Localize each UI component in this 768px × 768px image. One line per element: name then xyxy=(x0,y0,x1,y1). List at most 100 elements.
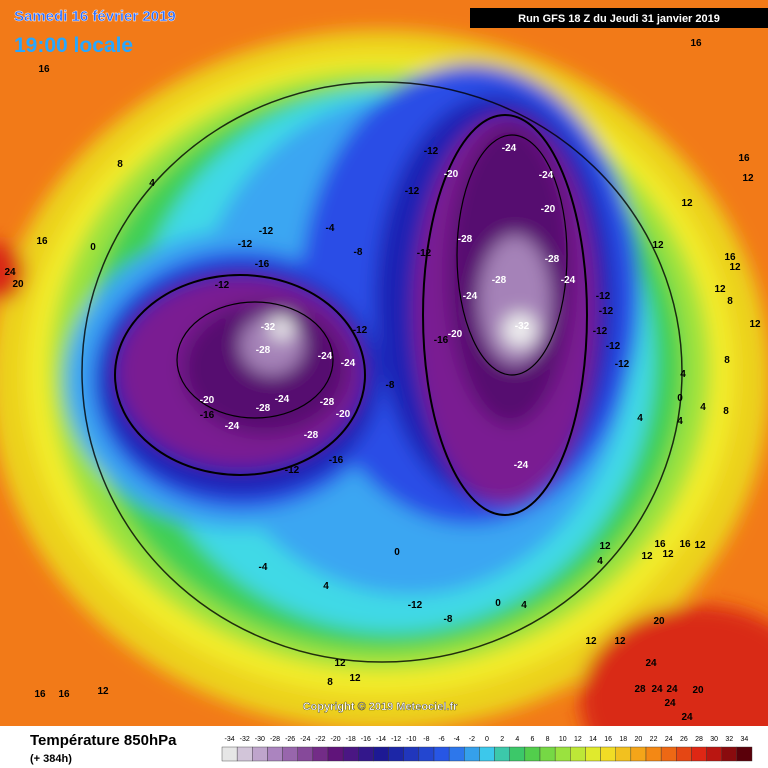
contour-label: -20 xyxy=(541,204,556,215)
temperature-field xyxy=(0,30,768,726)
contour-label: 8 xyxy=(727,296,733,307)
contour-label: 8 xyxy=(117,159,123,170)
contour-label: 24 xyxy=(4,267,16,278)
contour-label: -24 xyxy=(275,394,290,405)
scale-label: 18 xyxy=(619,736,627,743)
contour-label: 16 xyxy=(690,38,702,49)
contour-label: 24 xyxy=(666,684,678,695)
contour-label: 4 xyxy=(637,413,643,424)
contour-label: -12 xyxy=(285,465,300,476)
forecast-date: Samedi 16 février 2019 xyxy=(14,8,176,25)
contour-label: 24 xyxy=(681,712,693,723)
scale-swatch xyxy=(600,746,616,762)
contour-label: -20 xyxy=(448,329,463,340)
scale-swatch xyxy=(433,746,450,762)
scale-label: -26 xyxy=(285,736,295,743)
scale-swatch xyxy=(706,746,722,762)
contour-label: 16 xyxy=(654,539,666,550)
scale-swatch xyxy=(721,746,738,762)
contour-label: 16 xyxy=(724,252,736,263)
contour-label: -32 xyxy=(261,322,276,333)
scale-swatch xyxy=(252,746,268,762)
contour-label: 24 xyxy=(645,658,657,669)
contour-label: -8 xyxy=(386,380,395,391)
forecast-time: 19:00 locale xyxy=(14,34,133,57)
scale-swatch xyxy=(645,746,662,762)
contour-label: 4 xyxy=(597,556,603,567)
scale-label: 34 xyxy=(741,736,749,743)
contour-label: 12 xyxy=(97,686,109,697)
contour-label: -24 xyxy=(561,275,576,286)
contour-label: -24 xyxy=(225,421,240,432)
scale-swatch xyxy=(358,746,374,762)
scale-label: -12 xyxy=(391,736,401,743)
contour-label: -28 xyxy=(492,275,507,286)
scale-swatch xyxy=(236,746,253,762)
contour-label: -24 xyxy=(514,460,529,471)
scale-label: 0 xyxy=(485,736,489,743)
scale-swatch xyxy=(464,746,480,762)
scale-swatch xyxy=(327,746,344,762)
contour-label: -28 xyxy=(320,397,335,408)
run-box xyxy=(470,8,768,28)
scale-swatch xyxy=(267,746,283,762)
temperature-zone xyxy=(270,316,294,340)
contour-label: -20 xyxy=(336,409,351,420)
scale-swatch xyxy=(297,746,314,762)
scale-label: 2 xyxy=(500,736,504,743)
contour-label: -12 xyxy=(596,291,611,302)
temperature-zone xyxy=(0,242,25,302)
contour-label: -24 xyxy=(318,351,333,362)
scale-label: -20 xyxy=(331,736,341,743)
contour-label: 0 xyxy=(677,393,683,404)
scale-label: 28 xyxy=(695,736,703,743)
contour-label: -28 xyxy=(256,345,271,356)
contour-label: 12 xyxy=(334,658,346,669)
contour-label: 12 xyxy=(714,284,726,295)
footer-lead: (+ 384h) xyxy=(30,753,72,765)
contour-label: -12 xyxy=(606,341,621,352)
contour-label: -24 xyxy=(341,358,356,369)
scale-swatch xyxy=(539,746,556,762)
scale-swatch xyxy=(479,746,495,762)
contour-label: 12 xyxy=(652,240,664,251)
scale-swatch xyxy=(342,746,359,762)
scale-label: 12 xyxy=(574,736,582,743)
contour-label: -12 xyxy=(259,226,274,237)
contour-label: -16 xyxy=(255,259,270,270)
contour-label: 12 xyxy=(729,262,741,273)
scale-swatch xyxy=(494,746,510,762)
scale-label: 20 xyxy=(635,736,643,743)
contour-label: 16 xyxy=(58,689,70,700)
scale-swatch xyxy=(403,746,420,762)
scale-swatch xyxy=(691,746,707,762)
contour-label: -12 xyxy=(408,600,423,611)
contour-label: 20 xyxy=(12,279,24,290)
scale-label: 6 xyxy=(530,736,534,743)
contour-label: 12 xyxy=(694,540,706,551)
scale-swatch xyxy=(312,746,329,762)
contour-label: -12 xyxy=(238,239,253,250)
scale-swatch xyxy=(524,746,541,762)
contour-label: 4 xyxy=(521,600,527,611)
scale-label: 30 xyxy=(710,736,718,743)
contour-label: 0 xyxy=(495,598,501,609)
contour-label: 0 xyxy=(90,242,96,253)
contour-label: 4 xyxy=(680,369,686,380)
contour-label: 16 xyxy=(34,689,46,700)
scale-label: -34 xyxy=(225,736,235,743)
scale-label: -22 xyxy=(315,736,325,743)
contour-label: -8 xyxy=(354,247,363,258)
contour-label: 12 xyxy=(349,673,361,684)
scale-label: 24 xyxy=(665,736,673,743)
color-scale: -34 -32 -30 -28 -26 -24 -22 -20 -18 -16 -14 -12 -10-… xyxy=(221,736,753,762)
contour-label: 8 xyxy=(724,355,730,366)
contour-label: -24 xyxy=(463,291,478,302)
contour-label: 12 xyxy=(742,173,754,184)
contour-label: -24 xyxy=(502,143,517,154)
scale-label: -14 xyxy=(376,736,386,743)
contour-label: 24 xyxy=(664,698,676,709)
scale-label: 8 xyxy=(546,736,550,743)
